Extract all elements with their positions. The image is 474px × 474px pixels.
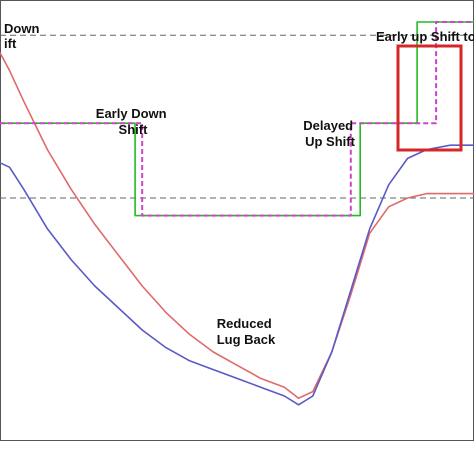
series-layer: [0, 21, 474, 406]
reference-lines: [0, 34, 474, 199]
annotation-reduced-lug-back: Reduced Lug Back: [217, 316, 276, 347]
annotation-down-shift: Down ift: [4, 21, 43, 51]
annotation-delayed-up-shift: Delayed Up Shift: [303, 118, 357, 149]
annotation-early-up-shift: Early up Shift to: [376, 29, 474, 44]
series-line-red-trace: [0, 52, 474, 400]
highlight-box: [396, 44, 463, 152]
series-line-green-shift-trace: [0, 21, 474, 217]
series-line-blue-trace: [0, 144, 474, 406]
annotation-early-down-shift: Early Down Shift: [96, 106, 170, 137]
plot-frame: [0, 0, 474, 441]
series-line-magenta-shift-trace: [0, 21, 474, 217]
